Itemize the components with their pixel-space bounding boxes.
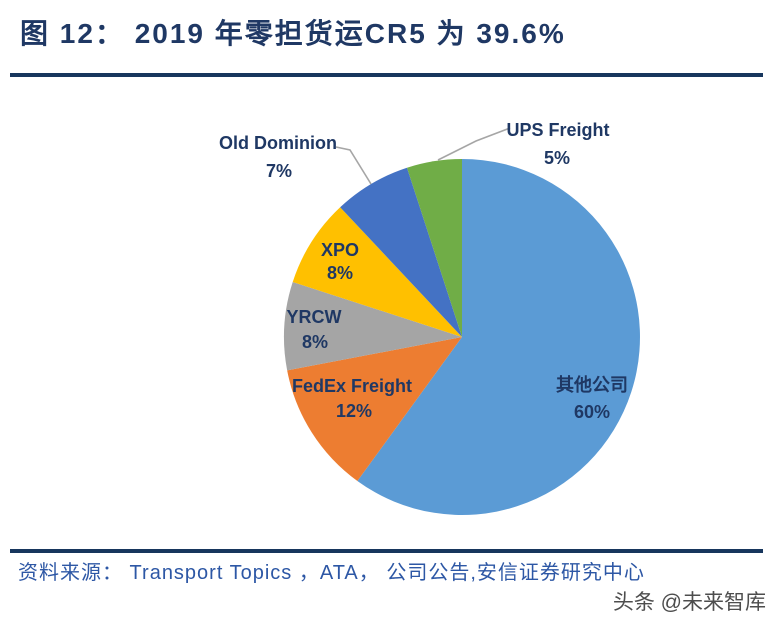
leader-line-ups-freight	[437, 127, 511, 161]
slice-pct-ups-freight: 5%	[543, 148, 571, 168]
slice-pct-fedex-freight: 12%	[335, 401, 373, 421]
slice-label-xpo: XPO	[320, 240, 360, 260]
slice-pct-xpo: 8%	[326, 263, 354, 283]
toutiao-watermark: 头条 @未来智库	[612, 591, 766, 614]
slice-label-ups-freight: UPS Freight	[506, 120, 610, 140]
pie-slice-fedex-freight	[287, 337, 462, 482]
slice-pct-yrcw: 8%	[301, 332, 329, 352]
figure-title: 图 12： 2019 年零担货运CR5 为 39.6%	[20, 18, 566, 49]
slice-label-fedex-freight: FedEx Freight	[291, 376, 413, 396]
source-divider-line	[10, 549, 763, 553]
pie-slice-xpo	[292, 207, 462, 337]
pie-slice-old-dominion	[340, 167, 462, 337]
source-attribution: 资料来源： Transport Topics ，ATA， 公司公告,安信证券研究…	[18, 562, 645, 584]
slice-pct-old-dominion: 7%	[265, 161, 293, 181]
slice-label-others: 其他公司	[556, 375, 628, 395]
pie-slice-others	[357, 159, 640, 516]
pie-slice-ups-freight	[406, 158, 462, 337]
pie-slice-yrcw	[283, 281, 462, 371]
slice-label-yrcw: YRCW	[286, 307, 342, 327]
slice-label-old-dominion: Old Dominion	[219, 133, 337, 153]
leader-line-old-dominion	[335, 146, 372, 185]
slice-pct-others: 60%	[573, 402, 611, 422]
title-divider-line	[10, 73, 763, 77]
